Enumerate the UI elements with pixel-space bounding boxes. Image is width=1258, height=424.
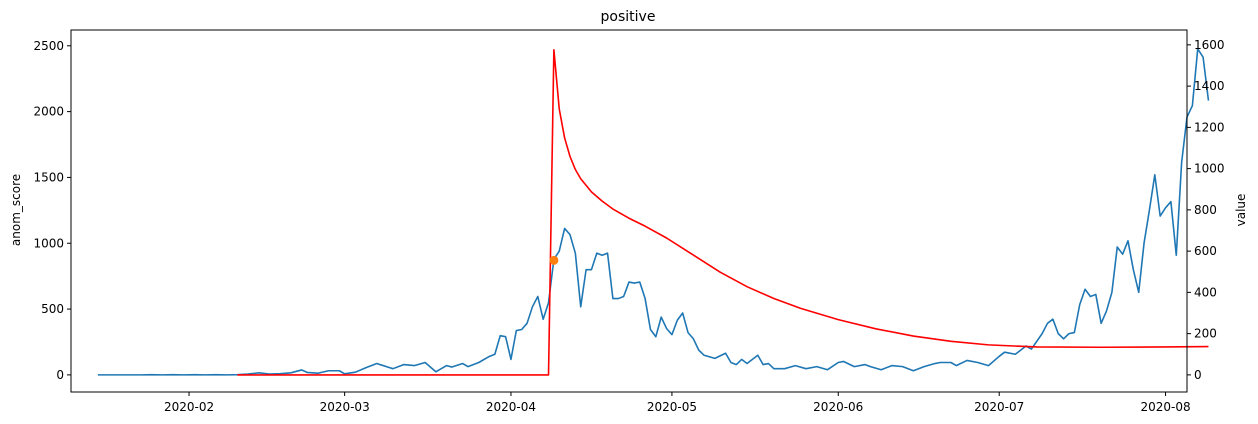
y-axis-left-title: anom_score: [9, 174, 23, 246]
x-tick-label: 2020-08: [1140, 400, 1190, 414]
y-right-tick-label: 1600: [1194, 38, 1225, 52]
y-right-tick-label: 1000: [1194, 162, 1225, 176]
anomaly-marker: [549, 255, 559, 265]
y-right-tick-label: 200: [1194, 327, 1217, 341]
y-right-tick-label: 0: [1194, 368, 1202, 382]
x-tick-label: 2020-02: [164, 400, 214, 414]
series-line-value: [97, 48, 1210, 376]
y-left-tick-label: 2000: [33, 105, 64, 119]
x-axis: 2020-02 2020-03 2020-04 2020-05 2020-06 2020-…: [164, 392, 1191, 414]
y-axis-right-title: value: [1234, 194, 1248, 227]
series-line-anom-score: [237, 48, 1209, 376]
plot-area: [70, 29, 1210, 393]
y-right-tick-label: 1200: [1194, 120, 1225, 134]
x-tick-label: 2020-03: [320, 400, 370, 414]
chart-title: positive: [601, 9, 656, 25]
x-tick-label: 2020-07: [974, 400, 1024, 414]
y-right-tick-label: 400: [1194, 285, 1217, 299]
x-tick-label: 2020-05: [647, 400, 697, 414]
x-tick-label: 2020-06: [813, 400, 863, 414]
y-left-tick-label: 0: [56, 368, 64, 382]
y-left-tick-label: 1500: [33, 170, 64, 184]
x-tick-label: 2020-04: [486, 400, 536, 414]
y-right-tick-label: 600: [1194, 244, 1217, 258]
y-left-tick-label: 1000: [33, 236, 64, 250]
plot-frame: [70, 29, 1188, 393]
y-left-tick-label: 500: [41, 302, 64, 316]
y-left-tick-label: 2500: [33, 39, 64, 53]
y-right-tick-label: 800: [1194, 203, 1217, 217]
y-axis-right: 0 200 400 600 800 1000 1200 1400 1600: [1187, 38, 1225, 382]
y-right-tick-label: 1400: [1194, 79, 1225, 93]
y-axis-left: 0 500 1000 1500 2000 2500: [33, 39, 71, 382]
